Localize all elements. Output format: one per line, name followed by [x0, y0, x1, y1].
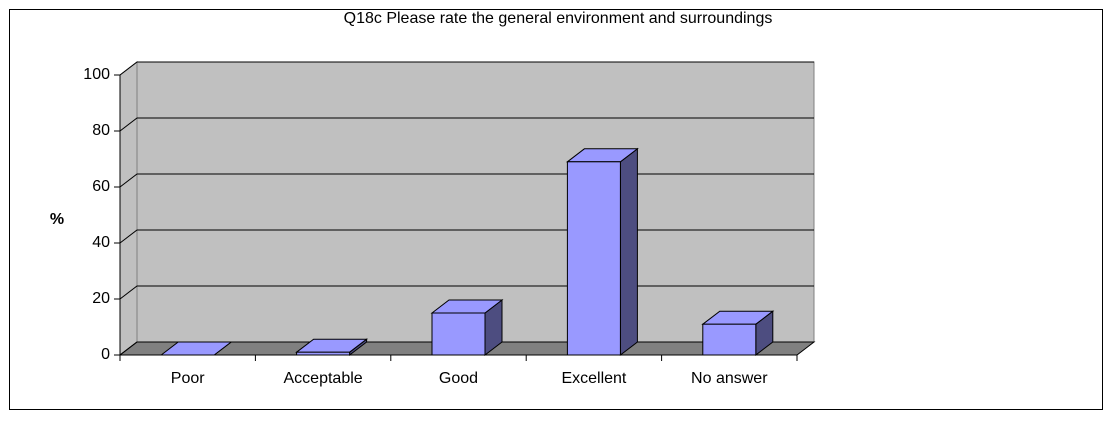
x-tick-label: Excellent	[561, 370, 626, 387]
x-tick-label: Good	[439, 370, 478, 387]
side-wall	[119, 60, 138, 357]
y-tick-label: 80	[92, 122, 110, 139]
bar	[702, 323, 757, 356]
y-tick-label: 60	[92, 178, 110, 195]
y-tick-label: 40	[92, 234, 110, 251]
y-tick-label: 20	[92, 290, 110, 307]
bar	[566, 161, 621, 356]
x-tick-label: Acceptable	[284, 370, 363, 387]
y-tick-label: 0	[101, 346, 110, 363]
bar	[431, 312, 486, 356]
chart-title: Q18c Please rate the general environment…	[344, 10, 773, 27]
bar-top	[159, 341, 233, 356]
grid-line	[119, 117, 814, 132]
y-tick-label: 100	[83, 66, 110, 83]
x-tick-label: No answer	[691, 370, 768, 387]
x-tick-label: Poor	[171, 370, 205, 387]
y-axis-label: %	[50, 211, 64, 228]
grid-line	[119, 61, 814, 76]
bar	[296, 351, 351, 356]
bar-side	[619, 147, 638, 357]
